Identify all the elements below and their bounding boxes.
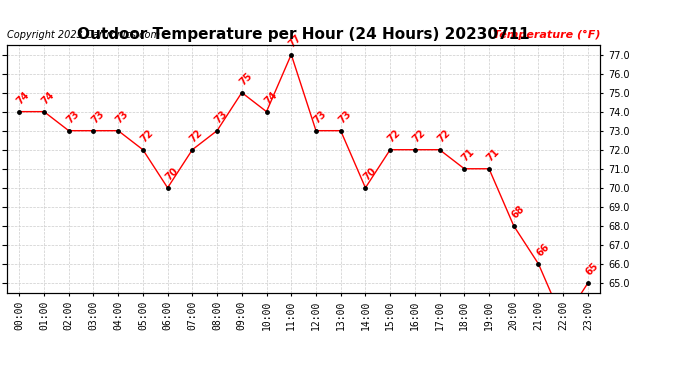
Text: 72: 72 [435, 128, 452, 144]
Text: 74: 74 [262, 90, 279, 106]
Text: 68: 68 [510, 204, 526, 220]
Text: 73: 73 [213, 108, 230, 125]
Text: 73: 73 [65, 108, 81, 125]
Text: 72: 72 [139, 128, 155, 144]
Text: 71: 71 [460, 147, 477, 163]
Text: 63: 63 [0, 374, 1, 375]
Text: 72: 72 [411, 128, 427, 144]
Text: 70: 70 [164, 166, 180, 182]
Text: 77: 77 [287, 32, 304, 49]
Text: Copyright 2023 Cartronics.com: Copyright 2023 Cartronics.com [7, 30, 160, 40]
Text: 75: 75 [237, 70, 254, 87]
Text: 73: 73 [312, 108, 328, 125]
Text: 74: 74 [15, 90, 32, 106]
Title: Outdoor Temperature per Hour (24 Hours) 20230711: Outdoor Temperature per Hour (24 Hours) … [77, 27, 530, 42]
Text: 72: 72 [188, 128, 205, 144]
Text: 70: 70 [362, 166, 378, 182]
Text: 66: 66 [534, 242, 551, 258]
Text: 73: 73 [89, 108, 106, 125]
Text: 65: 65 [584, 261, 600, 278]
Text: 74: 74 [40, 90, 57, 106]
Text: 71: 71 [485, 147, 502, 163]
Text: 73: 73 [114, 108, 130, 125]
Text: 72: 72 [386, 128, 402, 144]
Text: Temperature (°F): Temperature (°F) [493, 30, 600, 40]
Text: 73: 73 [337, 108, 353, 125]
